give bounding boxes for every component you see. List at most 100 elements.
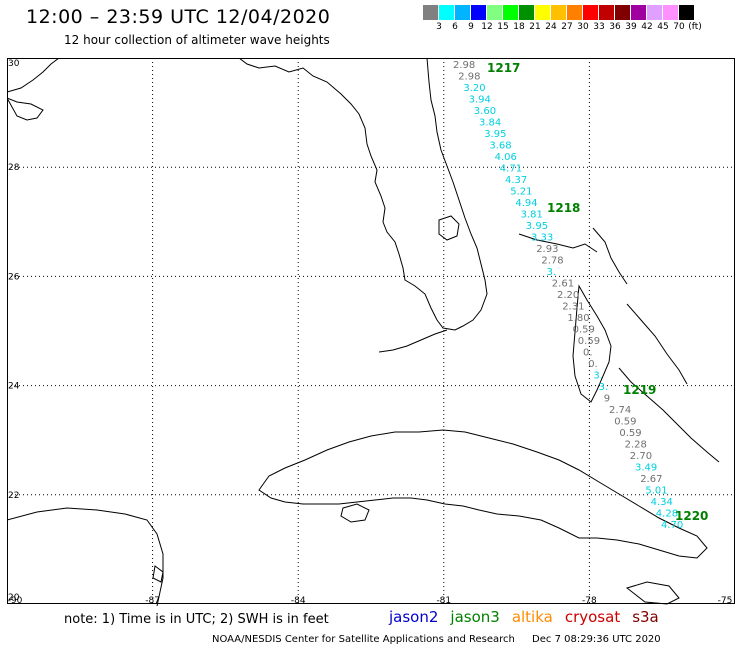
legend-swatch	[423, 5, 439, 20]
wave-reading: 0.59	[614, 417, 636, 428]
map-frame	[7, 58, 735, 604]
lon-tick-label: -81	[436, 596, 451, 606]
wave-reading: 2.67	[640, 474, 662, 485]
wave-reading: 3.	[593, 371, 603, 382]
legend-label: 3	[436, 22, 442, 32]
lat-tick-label: 26	[8, 272, 20, 282]
legend-label: 39	[625, 22, 637, 32]
mission-name: jason2	[389, 608, 439, 626]
credit-text: NOAA/NESDIS Center for Satellite Applica…	[212, 634, 515, 645]
lon-tick-label: -75	[718, 596, 733, 606]
wave-reading: 5.01	[645, 486, 667, 497]
yucatan-coast	[7, 507, 164, 606]
bahamas-grand	[518, 233, 598, 253]
lat-tick-label: 30	[8, 59, 20, 69]
legend-swatch	[631, 5, 647, 20]
lon-tick-label: -78	[582, 596, 597, 606]
legend-swatch	[647, 5, 663, 20]
legend-label: 6	[452, 22, 458, 32]
legend-swatch	[679, 5, 695, 20]
legend-swatch	[583, 5, 599, 20]
wave-height-legend: 3 6 9 12 15 18 21 24 27 30 33 36 39 42 45 70 (ft)	[423, 5, 702, 34]
legend-swatch	[471, 5, 487, 20]
florida-gulf-coastline	[238, 58, 488, 331]
mission-name: jason3	[450, 608, 500, 626]
legend-label: 21	[529, 22, 541, 32]
legend-label: 12	[481, 22, 493, 32]
wave-reading: 3.84	[479, 118, 501, 129]
lat-lon-grid	[7, 58, 735, 604]
pass-label: 1218	[547, 201, 580, 215]
wave-reading: 3.95	[526, 221, 548, 232]
pass-labels: 1217 1218 1219 1220	[487, 61, 708, 523]
wave-reading: 4.34	[651, 497, 673, 508]
bahamas-andros	[572, 284, 612, 403]
cuba-coastline	[258, 429, 708, 559]
wave-reading: 4.94	[515, 198, 537, 209]
mission-name: cryosat	[564, 608, 621, 626]
wave-reading: 9	[604, 394, 610, 405]
mission-name: s3a	[632, 608, 659, 626]
wave-reading: 2.74	[609, 405, 631, 416]
mississippi-delta	[7, 97, 44, 121]
wave-reading: 3.60	[474, 106, 496, 117]
florida-keys	[378, 329, 448, 353]
jamaica	[625, 581, 680, 605]
legend-label: (ft)	[688, 22, 702, 32]
legend-label: 15	[497, 22, 509, 32]
legend-swatch	[519, 5, 535, 20]
lake-okeechobee	[438, 215, 460, 241]
wave-reading: 2.98	[453, 60, 475, 71]
wave-reading: 0.59	[573, 325, 595, 336]
legend-swatch	[487, 5, 503, 20]
pass-label: 1219	[623, 383, 656, 397]
legend-swatch	[455, 5, 471, 20]
wave-reading: 4.06	[495, 152, 517, 163]
lat-tick-label: 24	[8, 382, 20, 392]
credit-line: NOAA/NESDIS Center for Satellite Applica…	[212, 634, 675, 645]
coastlines	[7, 58, 720, 606]
wave-reading: 3.95	[484, 129, 506, 140]
map-title: 12:00 – 23:59 UTC 12/04/2020	[26, 6, 331, 28]
legend-label: 36	[609, 22, 621, 32]
legend-swatch	[551, 5, 567, 20]
legend-label: 27	[561, 22, 573, 32]
wave-reading: 4.28	[656, 509, 678, 520]
footnote: note: 1) Time is in UTC; 2) SWH is in fe…	[64, 612, 329, 627]
wave-reading: 4.37	[505, 175, 527, 186]
legend-swatch	[439, 5, 455, 20]
legend-label: 18	[513, 22, 525, 32]
legend-label: 45	[657, 22, 669, 32]
lat-tick-label: 20	[8, 593, 20, 603]
bahamas-eleuthera	[626, 303, 688, 385]
wave-reading: 3.94	[469, 95, 491, 106]
legend-label: 30	[577, 22, 589, 32]
wave-reading: 2.28	[625, 440, 647, 451]
wave-reading: 2.70	[630, 451, 652, 462]
wave-reading: 5.21	[510, 187, 532, 198]
wave-reading: 4.70	[661, 520, 683, 531]
pass-label: 1217	[487, 61, 520, 75]
wave-reading: 2.93	[536, 244, 558, 255]
legend-labels: 3 6 9 12 15 18 21 24 27 30 33 36 39 42 45 70 (ft)	[423, 22, 702, 34]
wave-reading: 0.	[583, 348, 593, 359]
wave-reading: 2.61	[552, 279, 574, 290]
wave-reading: 3.49	[635, 463, 657, 474]
jason3-track: 2.982.983.203.943.603.843.953.684.064.71…	[453, 60, 683, 531]
cozumel	[152, 565, 164, 583]
wave-reading: 3.20	[463, 83, 485, 94]
wave-reading: 3.68	[489, 141, 511, 152]
wave-reading: 0.59	[578, 336, 600, 347]
wave-reading: 2.31	[562, 302, 584, 313]
legend-swatch	[663, 5, 679, 20]
lon-tick-label: -84	[291, 596, 306, 606]
wave-reading: 0.	[588, 359, 598, 370]
isla-de-la-juventud	[340, 503, 370, 523]
legend-swatch	[535, 5, 551, 20]
wave-reading: 3.81	[521, 210, 543, 221]
legend-swatch	[599, 5, 615, 20]
mission-name: altika	[511, 608, 553, 626]
pass-label: 1220	[675, 509, 708, 523]
generated-timestamp: Dec 7 08:29:36 UTC 2020	[532, 634, 661, 645]
